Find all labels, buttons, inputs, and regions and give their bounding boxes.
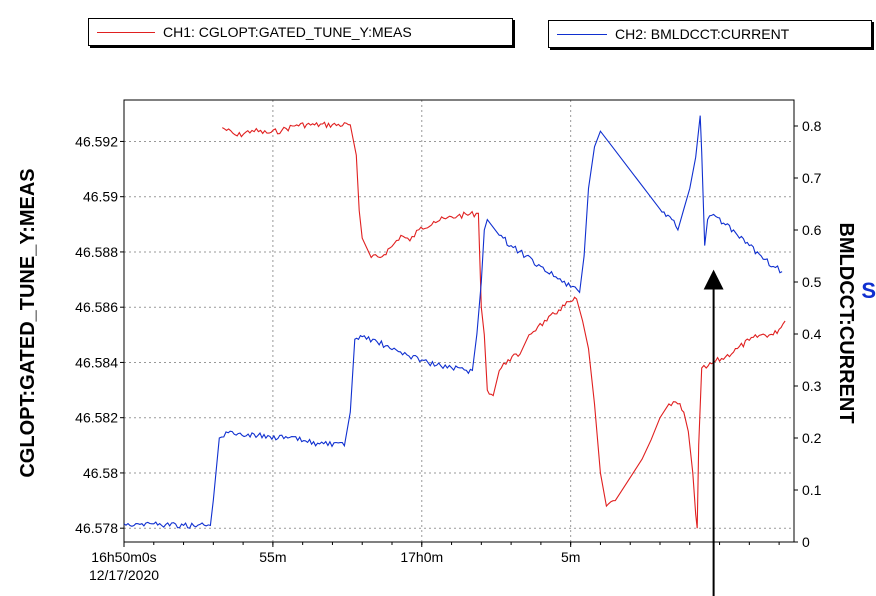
left-tick-label: 46.588 <box>75 244 118 260</box>
right-tick-label: 0.7 <box>802 170 822 186</box>
legend-ch1-swatch <box>97 31 155 33</box>
legend-ch2-swatch <box>557 33 607 35</box>
grid-lines <box>123 100 794 542</box>
legend-ch1-label: CH1: CGLOPT:GATED_TUNE_Y:MEAS <box>163 24 412 40</box>
left-tick-label: 46.582 <box>75 410 118 426</box>
right-tick-label: 0.1 <box>802 482 822 498</box>
right-tick-label: 0.2 <box>802 430 822 446</box>
left-axis-label: CGLOPT:GATED_TUNE_Y:MEAS <box>17 168 39 477</box>
right-tick-label: 0 <box>802 534 810 550</box>
right-tick-label: 0.3 <box>802 378 822 394</box>
x-tick-label: 55m <box>259 549 286 565</box>
right-tick-label: 0.8 <box>802 118 822 134</box>
legend-ch1: CH1: CGLOPT:GATED_TUNE_Y:MEAS <box>88 18 513 46</box>
x-tick-label: 16h50m0s <box>91 549 156 565</box>
plot-frame <box>123 99 795 543</box>
legend-ch2-label: CH2: BMLDCCT:CURRENT <box>615 26 790 42</box>
left-tick-label: 46.592 <box>75 133 118 149</box>
legend-ch2: CH2: BMLDCCT:CURRENT <box>548 20 872 48</box>
x-tick-label: 17h0m <box>400 549 443 565</box>
series-line-2 <box>123 115 783 529</box>
left-tick-label: 46.59 <box>83 189 118 205</box>
x-tick-sublabel: 12/17/2020 <box>89 567 159 583</box>
x-tick-label: 5m <box>561 549 580 565</box>
left-tick-label: 46.578 <box>75 520 118 536</box>
side-mark: S <box>861 278 876 303</box>
left-tick-label: 46.58 <box>83 465 118 481</box>
right-tick-label: 0.5 <box>802 274 822 290</box>
right-tick-label: 0.6 <box>802 222 822 238</box>
right-axis-label: BMLDCCT:CURRENT <box>835 222 857 423</box>
series-line-1 <box>222 121 786 529</box>
left-tick-label: 46.586 <box>75 299 118 315</box>
axis-ticks: 46.578 46.58 46.582 46.584 46.586 46.588 46.59… <box>75 118 822 583</box>
right-tick-label: 0.4 <box>802 326 822 342</box>
left-tick-label: 46.584 <box>75 354 118 370</box>
series-lines <box>123 115 786 529</box>
